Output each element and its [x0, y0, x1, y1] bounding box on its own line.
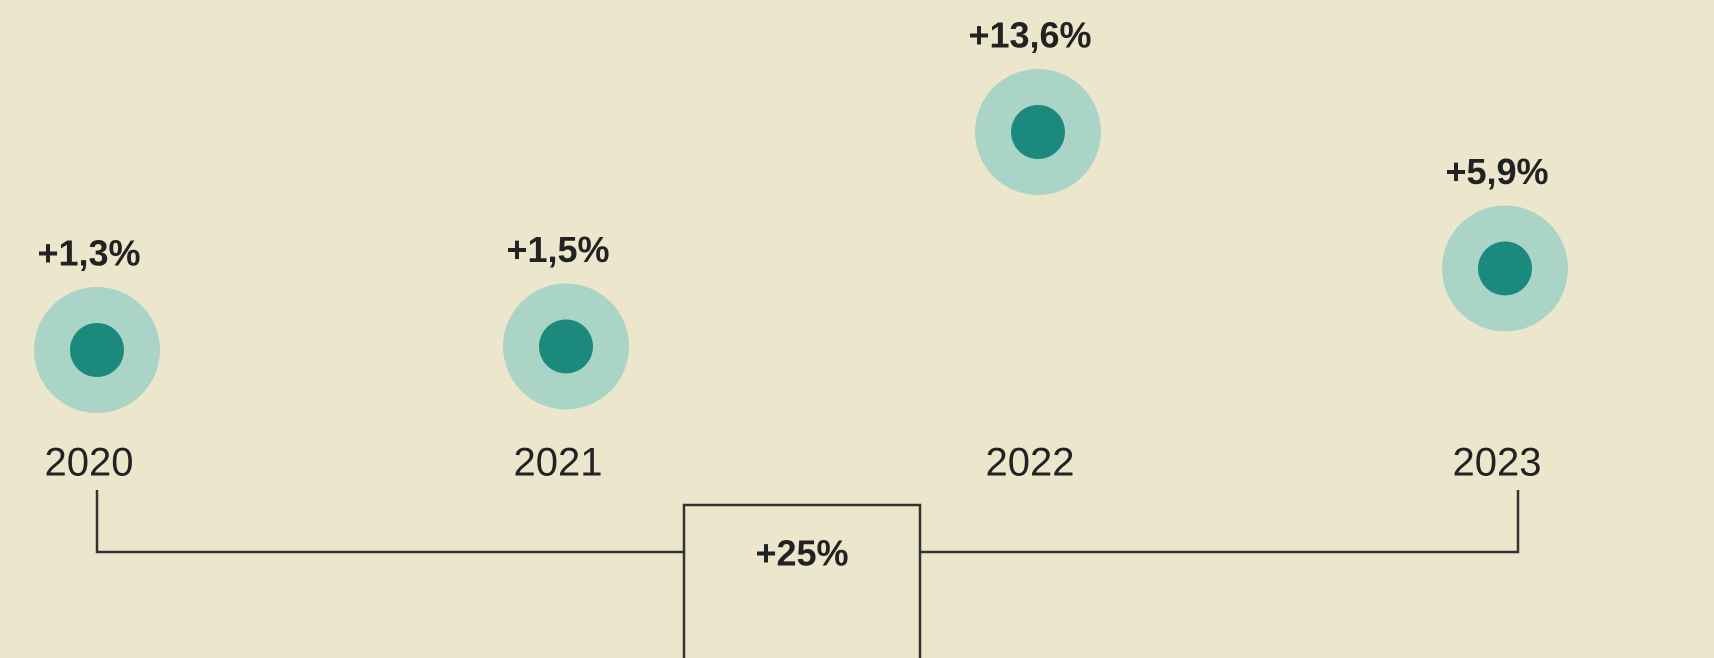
dot — [70, 323, 124, 377]
year-label: 2022 — [986, 441, 1075, 485]
value-label: +1,5% — [506, 229, 609, 270]
total-label: +25% — [755, 533, 848, 574]
value-label: +13,6% — [968, 15, 1091, 56]
dot — [539, 319, 593, 374]
total-box — [682, 503, 922, 658]
dot — [1011, 105, 1065, 159]
value-label: +1,3% — [37, 233, 140, 274]
value-label: +5,9% — [1445, 151, 1548, 192]
year-label: 2020 — [45, 441, 134, 485]
year-label: 2021 — [514, 441, 603, 485]
year-label: 2023 — [1453, 441, 1542, 485]
total-bracket — [95, 490, 1520, 554]
dot — [1478, 241, 1532, 296]
